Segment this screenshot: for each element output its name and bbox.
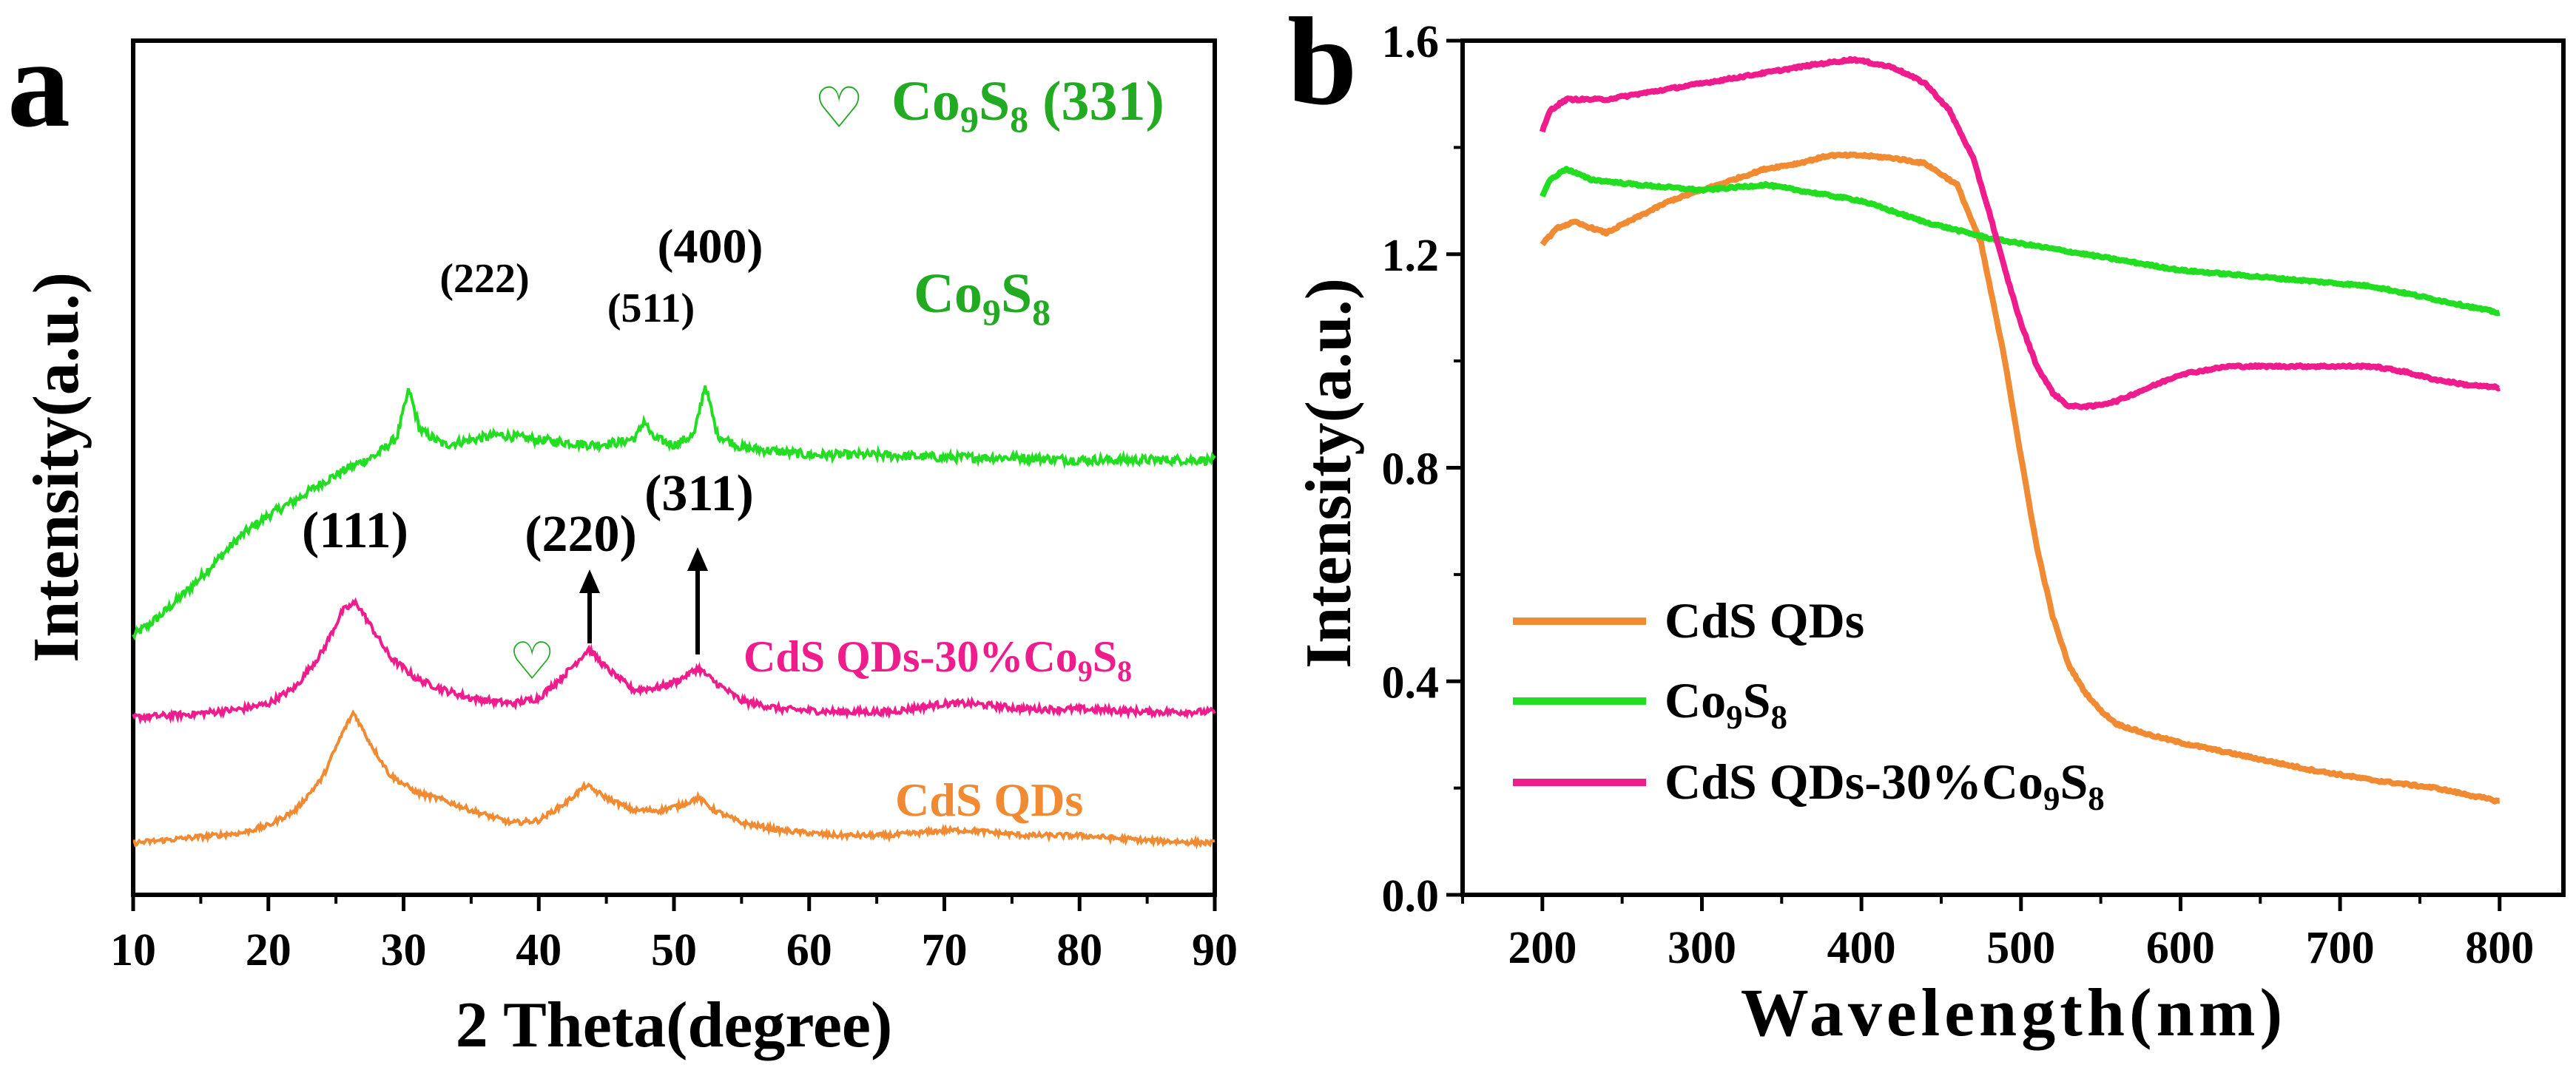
peak-arrow-head [687,547,708,571]
trace-a-0 [132,385,1216,641]
panel-a: a 10 20 30 40 50 60 70 80 90 (222) (511) (400) (111… [7,14,1238,1061]
y-tick-label-b: 0.0 [1382,871,1440,921]
x-tick-label-a: 10 [110,925,156,975]
x-tick-label-b: 800 [2465,923,2534,973]
x-tick-label-a: 40 [516,925,562,975]
peak-label-co9s8: (400) [658,220,763,274]
x-tick-label-a: 80 [1056,925,1102,975]
axis-ticks-b: 200 300 400 500 600 700 800 0.0 0.4 0.8 1.2 1.6 [1382,17,2535,973]
legend-label-b-2-sub1: 9 [2043,780,2060,817]
trace-a-1 [132,597,1216,725]
y-tick-label-b: 0.4 [1382,657,1440,708]
legend-label-b-0: CdS QDs [1665,592,1864,649]
series-label-composite-a-sub2: 8 [1117,654,1132,688]
x-axis-label-b: Wavelength(nm) [1741,975,2287,1050]
y-tick-label-b: 0.8 [1382,444,1440,495]
x-tick-label-b: 700 [2306,923,2375,973]
series-label-co9s8: Co9S8 [914,263,1051,333]
series-label-cds-a: CdS QDs [895,774,1083,826]
panel-letter-b: b [1287,0,1358,131]
legend-label-b-2: CdS QDs-30%Co9S8 [1665,754,2105,817]
legend-label-b-1-main: Co [1665,672,1726,728]
peak-label-cds: (220) [525,506,637,563]
peak-label-cds: (311) [644,465,754,522]
legend-formula-tail: (331) [1028,70,1164,132]
peak-arrow-head [579,569,600,593]
legend-formula-main: Co [891,70,960,132]
series-label-composite-a-sub1: 9 [1078,654,1093,688]
y-axis-label-b: Intensity(a.u.) [1293,278,1365,669]
series-label-composite-a-mid: S [1093,632,1117,681]
heart-marker-curve-icon: ♡ [509,634,556,691]
legend-label-b-1-mid: S [1743,672,1771,728]
y-tick-label-b: 1.6 [1382,17,1440,67]
legend-formula: Co9S8 (331) [891,70,1164,140]
x-axis-ticks-a: 10 20 30 40 50 60 70 80 90 [110,895,1238,975]
x-tick-label-a: 70 [922,925,968,975]
x-tick-label-b: 500 [1986,923,2055,973]
peak-label-cds: (111) [302,502,408,559]
y-tick-label-b: 1.2 [1382,231,1440,281]
x-tick-label-b: 400 [1827,923,1896,973]
peak-label-co9s8: (222) [439,256,529,302]
series-label-composite-a: CdS QDs-30%Co9S8 [744,632,1132,688]
trace-a-2 [132,709,1215,850]
x-tick-label-b: 300 [1668,923,1736,973]
peak-label-co9s8: (511) [607,285,695,331]
series-label-cds-a-main: CdS QDs [895,774,1083,826]
x-tick-label-a: 20 [246,925,291,975]
legend-label-b-2-mid: S [2060,754,2088,810]
trace-b-1 [1540,166,2501,317]
series-label-co9s8-sub1: 9 [982,291,1001,333]
panel-letter-a: a [7,14,70,153]
traces-b [1539,55,2501,805]
series-label-co9s8-mid: S [1001,263,1032,325]
x-tick-label-a: 30 [381,925,427,975]
legend-label-b-1-sub1: 9 [1726,699,1743,736]
legend-label-b-2-sub2: 8 [2088,780,2105,817]
x-tick-label-b: 600 [2146,923,2215,973]
x-tick-label-a: 90 [1192,925,1238,975]
legend-formula-sub1: 9 [960,98,979,140]
x-tick-label-b: 200 [1508,923,1577,973]
x-tick-label-a: 50 [651,925,697,975]
legend-formula-mid: S [979,70,1010,132]
series-label-co9s8-sub2: 8 [1032,291,1051,333]
heart-marker-icon: ♡ [814,78,864,140]
y-axis-label-a: Intensity(a.u.) [21,272,92,663]
legend-label-b-2-main: CdS QDs-30%Co [1665,754,2043,810]
legend-formula-sub2: 8 [1010,98,1028,140]
series-label-composite-a-main: CdS QDs-30%Co [744,632,1078,681]
legend-label-b-1-sub2: 8 [1770,699,1787,736]
annotations-a: (222)(511)(400)(111) (220)(311)♡Co9S8CdS … [302,220,1132,826]
trace-b-2 [1539,55,2501,410]
legend-label-b-1: Co9S8 [1665,672,1787,736]
x-axis-label-a: 2 Theta(degree) [456,989,893,1061]
series-label-co9s8-main: Co [914,263,982,325]
panel-b: b 200 300 400 500 600 700 800 0.0 0.4 0.8 1.2 1.6 C… [1287,0,2566,1050]
traces-a [132,385,1216,850]
x-tick-label-a: 60 [786,925,832,975]
legend-label-b-0-main: CdS QDs [1665,592,1864,649]
